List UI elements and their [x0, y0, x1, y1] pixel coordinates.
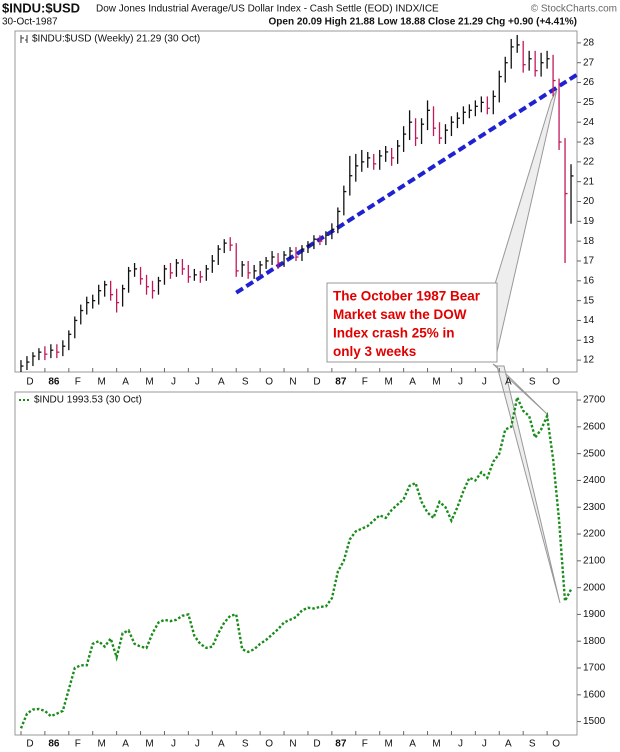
x-tick-label: M — [432, 377, 440, 388]
x-tick-label: A — [409, 377, 416, 388]
credit: © StockCharts.com — [531, 4, 617, 15]
x-tick-label: N — [289, 377, 296, 388]
trend-line — [235, 72, 579, 295]
x-tick-label: O — [552, 377, 560, 388]
panel-frame — [14, 391, 578, 736]
x-tick-label: D — [313, 377, 320, 388]
y-tick-label: 2600 — [583, 421, 606, 432]
y-tick-label: 23 — [583, 137, 595, 148]
y-tick-label: 1800 — [583, 636, 606, 647]
x-tick-label: N — [289, 739, 296, 750]
x-tick-label: S — [529, 739, 536, 750]
x-tick-label: J — [458, 377, 463, 388]
y-tick-label: 2300 — [583, 502, 606, 513]
y-tick-label: 2000 — [583, 582, 606, 593]
x-tick-label: F — [362, 739, 368, 750]
x-tick-label: M — [145, 377, 153, 388]
y-tick-label: 24 — [583, 117, 595, 128]
y-tick-label: 2100 — [583, 555, 606, 566]
callout — [496, 365, 561, 604]
y-tick-label: 22 — [583, 156, 595, 167]
x-tick-label: O — [265, 377, 273, 388]
x-tick-label: A — [505, 739, 512, 750]
legend-icon — [20, 35, 28, 43]
y-tick-label: 21 — [583, 176, 595, 187]
x-tick-label: F — [75, 377, 81, 388]
y-tick-label: 2500 — [583, 448, 606, 459]
x-tick-label: A — [505, 377, 512, 388]
annotation-text: Index crash 25% in — [333, 326, 455, 341]
y-tick-label: 2700 — [583, 395, 606, 406]
x-tick-label: 86 — [48, 739, 60, 750]
y-tick-label: 1900 — [583, 609, 606, 620]
x-tick-label: A — [409, 739, 416, 750]
x-tick-label: J — [482, 377, 487, 388]
callout — [494, 88, 558, 353]
y-tick-label: 1500 — [583, 716, 606, 727]
annotation-text: only 3 weeks — [333, 344, 416, 359]
annotation-text: Market saw the DOW — [333, 307, 467, 322]
x-tick-label: J — [171, 377, 176, 388]
y-tick-label: 20 — [583, 196, 595, 207]
line — [19, 393, 573, 729]
x-tick-label: S — [242, 377, 249, 388]
x-tick-label: J — [195, 739, 200, 750]
legend-label: $INDU 1993.53 (30 Oct) — [34, 395, 142, 406]
x-tick-label: A — [122, 739, 129, 750]
y-tick-label: 26 — [583, 77, 595, 88]
x-tick-label: F — [362, 377, 368, 388]
x-tick-label: O — [265, 739, 273, 750]
x-tick-label: M — [145, 739, 153, 750]
x-tick-label: M — [385, 739, 393, 750]
y-tick-label: 12 — [583, 355, 595, 366]
x-tick-label: M — [385, 377, 393, 388]
y-tick-label: 1700 — [583, 663, 606, 674]
date: 30-Oct-1987 — [2, 17, 58, 28]
x-tick-label: M — [98, 739, 106, 750]
x-tick-label: J — [458, 739, 463, 750]
y-tick-label: 16 — [583, 275, 595, 286]
y-tick-label: 2200 — [583, 529, 606, 540]
x-tick-label: M — [432, 739, 440, 750]
symbol-name: Dow Jones Industrial Average/US Dollar I… — [96, 4, 439, 15]
y-tick-label: 18 — [583, 236, 595, 247]
x-tick-label: M — [98, 377, 106, 388]
x-tick-label: A — [122, 377, 129, 388]
y-tick-label: 19 — [583, 216, 595, 227]
legend-label: $INDU:$USD (Weekly) 21.29 (30 Oct) — [32, 34, 200, 45]
y-tick-label: 28 — [583, 38, 595, 49]
x-tick-label: S — [242, 739, 249, 750]
x-tick-label: A — [218, 377, 225, 388]
x-tick-label: D — [313, 739, 320, 750]
annotation-text: The October 1987 Bear — [333, 289, 481, 304]
y-tick-label: 25 — [583, 97, 595, 108]
quote: Open 20.09 High 21.88 Low 18.88 Close 21… — [269, 17, 577, 28]
x-tick-label: F — [75, 739, 81, 750]
y-tick-label: 17 — [583, 256, 595, 267]
x-tick-label: 86 — [48, 377, 60, 388]
x-tick-label: S — [529, 377, 536, 388]
x-tick-label: J — [482, 739, 487, 750]
x-tick-label: D — [26, 739, 33, 750]
y-tick-label: 1600 — [583, 689, 606, 700]
x-tick-label: A — [218, 739, 225, 750]
y-tick-label: 14 — [583, 315, 595, 326]
x-tick-label: D — [26, 377, 33, 388]
x-tick-label: O — [552, 739, 560, 750]
y-tick-label: 13 — [583, 335, 595, 346]
y-tick-label: 2400 — [583, 475, 606, 486]
x-tick-label: J — [171, 739, 176, 750]
x-tick-label: J — [195, 377, 200, 388]
x-tick-label: 87 — [335, 377, 347, 388]
symbol: $INDU:$USD — [2, 0, 80, 15]
y-tick-label: 15 — [583, 295, 595, 306]
annotation-box — [326, 282, 498, 363]
y-tick-label: 27 — [583, 57, 595, 68]
x-tick-label: 87 — [335, 739, 347, 750]
